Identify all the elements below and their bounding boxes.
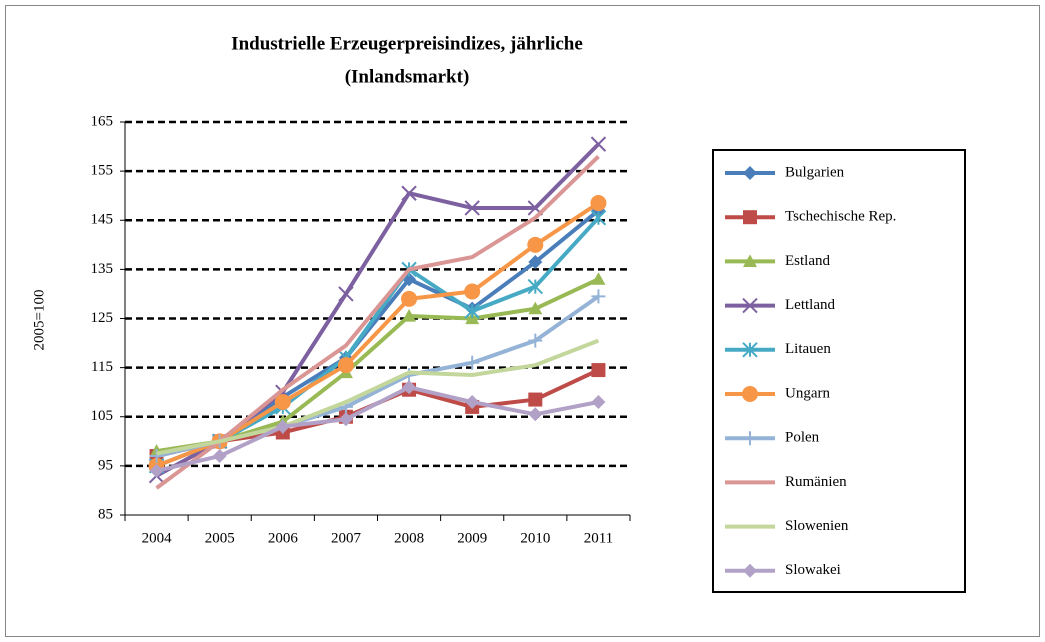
data-point: [528, 407, 543, 422]
x-tick-label: 2005: [205, 530, 235, 546]
legend-label: Slowenien: [785, 518, 849, 534]
y-tick-label: 85: [98, 506, 113, 522]
series-line: [156, 338, 600, 456]
y-tick-label: 135: [91, 261, 114, 277]
legend-label: Ungarn: [785, 385, 830, 401]
data-point: [464, 283, 481, 300]
data-point: [338, 286, 354, 302]
data-point: [591, 272, 606, 285]
data-point: [527, 278, 544, 295]
data-point: [337, 357, 354, 374]
x-tick-label: 2008: [394, 530, 424, 546]
data-point: [401, 290, 418, 307]
y-tick-label: 125: [91, 310, 114, 326]
data-point: [528, 392, 543, 407]
x-tick-label: 2004: [142, 530, 173, 546]
series-line: [155, 154, 600, 490]
y-tick-label: 165: [91, 113, 114, 129]
y-axis-label: 2005=100: [31, 290, 47, 351]
chart-title: (Inlandsmarkt): [345, 66, 470, 87]
y-tick-label: 95: [98, 457, 113, 473]
data-point: [149, 449, 164, 464]
legend-marker: [743, 254, 757, 267]
data-point: [465, 395, 480, 410]
legend-label: Bulgarien: [785, 164, 845, 180]
series-line: [156, 385, 599, 473]
data-point: [591, 363, 606, 378]
legend-label: Polen: [785, 430, 820, 446]
legend-marker: [742, 386, 758, 402]
y-tick-label: 155: [91, 163, 114, 179]
data-point: [465, 355, 480, 370]
legend-label: Slowakei: [785, 562, 841, 578]
data-point: [528, 255, 543, 270]
data-point: [527, 236, 544, 253]
x-tick-label: 2010: [520, 530, 550, 546]
legend-marker: [742, 297, 758, 314]
data-point: [275, 419, 290, 434]
legend-marker: [743, 166, 757, 180]
y-tick-label: 145: [91, 212, 114, 228]
legend-label: Rumänien: [785, 474, 847, 490]
data-point: [590, 210, 607, 226]
y-tick-label: 105: [91, 408, 114, 424]
data-point: [274, 394, 291, 411]
data-point: [212, 449, 227, 464]
legend-label: Litauen: [785, 341, 831, 357]
x-tick-label: 2009: [457, 530, 487, 546]
data-point: [590, 136, 607, 152]
legend-marker: [742, 342, 758, 358]
legend-marker: [743, 210, 757, 225]
data-point: [149, 463, 164, 478]
data-point: [590, 195, 607, 212]
data-point: [528, 301, 543, 315]
data-point: [464, 303, 480, 319]
data-point: [401, 185, 417, 201]
x-tick-label: 2006: [268, 530, 299, 546]
data-point: [338, 412, 353, 427]
chart-title: Industrielle Erzeugerpreisindizes, jährl…: [231, 33, 583, 54]
data-point: [591, 289, 606, 304]
data-point: [402, 380, 417, 395]
data-point: [402, 309, 417, 322]
x-tick-label: 2007: [331, 530, 362, 546]
legend-marker: [743, 563, 757, 578]
legend-label: Estland: [785, 253, 830, 269]
y-tick-label: 115: [91, 359, 113, 375]
legend-marker: [743, 431, 757, 446]
legend-label: Tschechische Rep.: [785, 209, 896, 225]
x-tick-label: 2011: [584, 530, 613, 546]
data-point: [591, 395, 606, 410]
legend-label: Lettland: [785, 297, 835, 313]
data-point: [464, 200, 480, 216]
data-point: [528, 333, 543, 348]
